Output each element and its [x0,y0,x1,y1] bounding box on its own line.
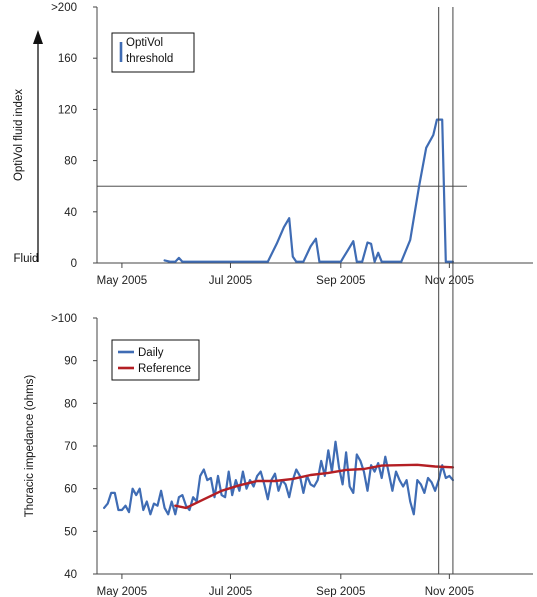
fluid-arrow-head [33,30,43,44]
x-tick-label: Sep 2005 [316,275,365,287]
series-line-daily [103,440,454,516]
y-tick-label: 40 [64,207,77,219]
legend-box-1 [111,32,195,73]
x-tick-label: Sep 2005 [316,586,365,597]
y-tick-label: 50 [64,526,77,538]
y-tick-label: 80 [64,398,77,410]
x-tick-label: Nov 2005 [425,275,474,287]
x-tick-label: Jul 2005 [209,275,252,287]
y-tick-label: 40 [64,569,77,581]
x-tick-label: Jul 2005 [209,586,252,597]
legend-label-line1: OptiVol [126,37,163,49]
fluid-label: Fluid [14,253,39,265]
y-tick-label: 60 [64,484,77,496]
y-tick-label: 70 [64,441,77,453]
y-tick-label: 80 [64,156,77,168]
y-tick-label: 90 [64,356,77,368]
legend-label-reference: Reference [138,363,191,375]
x-tick-label: Nov 2005 [425,586,474,597]
y-tick-label: 0 [71,258,77,270]
y-tick-label: 160 [58,53,77,65]
x-tick-label: May 2005 [97,586,148,597]
legend-label-daily: Daily [138,347,164,359]
series-line-optivol-threshold [163,118,454,263]
y-tick-label: >100 [51,313,77,325]
legend-label-line2: threshold [126,53,173,65]
x-tick-label: May 2005 [97,275,148,287]
legend-box-2 [111,339,200,381]
y-tick-label: >200 [51,2,77,14]
series-line-reference [174,463,455,510]
y-axis-title: OptiVol fluid index [13,89,25,181]
y-axis-title: Thoracic impedance (ohms) [24,375,36,518]
y-tick-label: 120 [58,104,77,116]
